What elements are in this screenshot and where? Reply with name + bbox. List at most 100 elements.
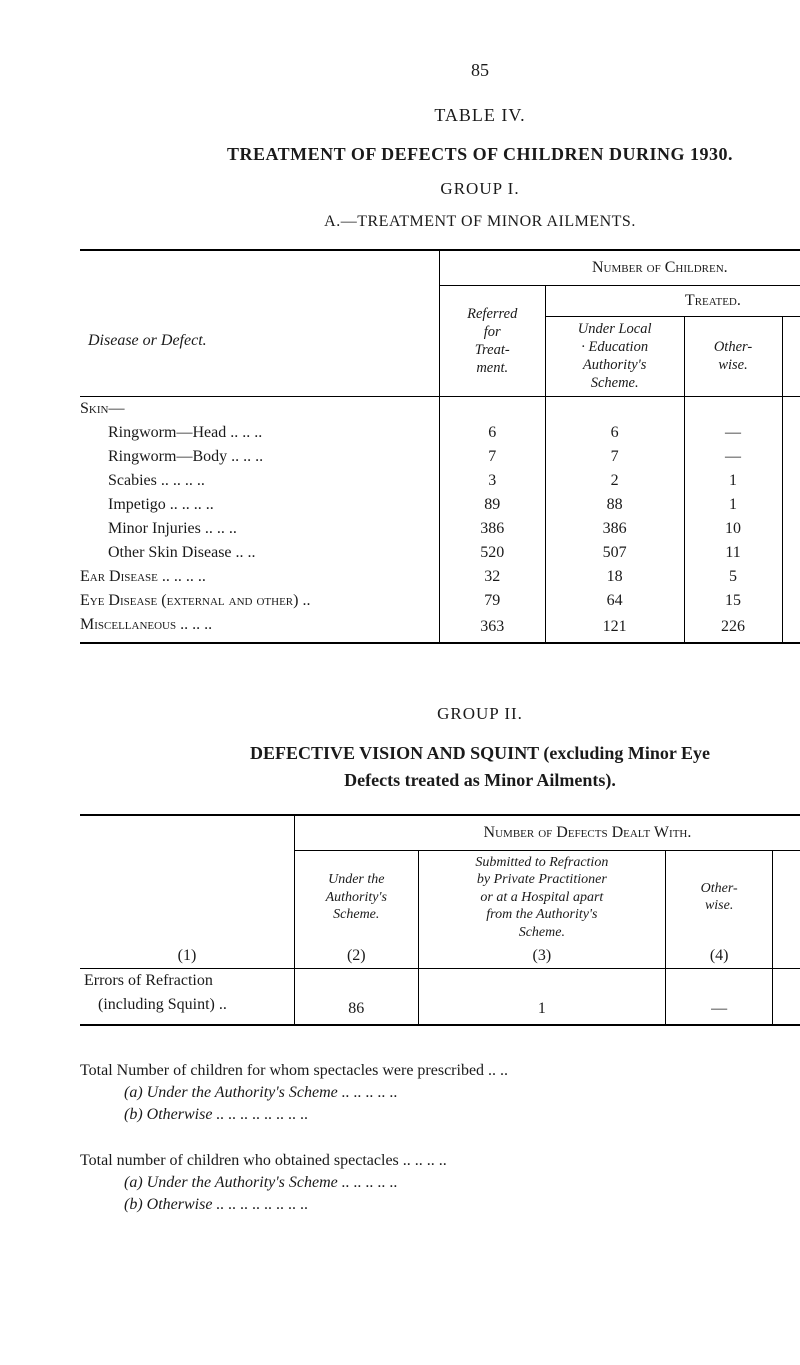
group2-title-b: Defects treated as Minor Ailments). [344, 770, 616, 790]
table-row: (including Squint) .. 86 1 — 87 [80, 993, 800, 1025]
cell: 89 [439, 493, 545, 517]
table-row: Minor Injuries .. .. .. 386 386 10 396 [80, 517, 800, 541]
th-under-authority: Under the Authority's Scheme. [294, 850, 418, 944]
total-subline: (b) Otherwise .. .. .. .. .. .. .. .. 1 [80, 1196, 800, 1214]
cell: 2 [545, 469, 684, 493]
th-under-local-l4: Scheme. [591, 375, 639, 391]
th-under-l1: Under the [328, 872, 384, 887]
row-label: Ear Disease .. .. .. .. [80, 565, 439, 589]
cell: 87 [773, 993, 800, 1025]
cell: 10 [684, 517, 782, 541]
cell: — [684, 445, 782, 469]
group2-label: GROUP II. [80, 704, 800, 724]
th-otherwise-l1: Other- [714, 339, 752, 355]
cell: 32 [439, 565, 545, 589]
th-submitted: Submitted to Refraction by Private Pract… [418, 850, 665, 944]
cell: 1 [418, 993, 665, 1025]
cell: 396 [782, 517, 800, 541]
total-subline: (b) Otherwise .. .. .. .. .. .. .. .. 1 [80, 1106, 800, 1124]
row-label: Impetigo .. .. .. .. [80, 493, 439, 517]
cell-empty [782, 396, 800, 421]
table-row: Errors of Refraction [80, 969, 800, 994]
th-number-of-children: Number of Children. [439, 250, 800, 286]
colnum-3: (3) [418, 944, 665, 969]
sub-a-tag: (a) Under the Authority's Scheme .. .. .… [124, 1084, 398, 1101]
cell: 11 [684, 541, 782, 565]
th-otherwise2-l2: wise. [705, 898, 733, 913]
cell: 520 [439, 541, 545, 565]
cell: 1 [684, 469, 782, 493]
colnum-5: (5) [773, 944, 800, 969]
total-line-text: Total number of children who obtained sp… [80, 1152, 800, 1170]
table-row: Ringworm—Body .. .. .. 7 7 — 7 [80, 445, 800, 469]
th-under-local-l3: Authority's [583, 357, 647, 373]
cell: 64 [545, 589, 684, 613]
total-subline: (a) Under the Authority's Scheme .. .. .… [80, 1084, 800, 1102]
cell: 226 [684, 613, 782, 643]
cell-empty [418, 969, 665, 994]
cell: 121 [545, 613, 684, 643]
cell: 3 [439, 469, 545, 493]
cell: 23 [782, 565, 800, 589]
table-a: Number of Children. Disease or Defect. R… [80, 249, 800, 644]
cell-empty [545, 396, 684, 421]
cell: 79 [439, 589, 545, 613]
cell: 386 [439, 517, 545, 541]
th-disease: Disease or Defect. [80, 286, 439, 397]
th-under-local-l2: · Education [581, 339, 648, 355]
th-submitted-l4: from the Authority's [486, 907, 597, 922]
cell: 86 [294, 993, 418, 1025]
total-subline-text: (b) Otherwise .. .. .. .. .. .. .. .. [80, 1106, 800, 1124]
row-label: Other Skin Disease .. .. [80, 541, 439, 565]
total-line: Total Number of children for whom specta… [80, 1062, 800, 1080]
cell: 386 [545, 517, 684, 541]
th-otherwise2-l1: Other- [701, 881, 738, 896]
section-a-label: A.—TREATMENT OF MINOR AILMENTS. [80, 213, 800, 231]
cell: 3 [782, 469, 800, 493]
sub-b-tag: (b) Otherwise .. .. .. .. .. .. .. .. [124, 1106, 308, 1123]
table-row: Ear Disease .. .. .. .. 32 18 5 23 [80, 565, 800, 589]
cell: 363 [439, 613, 545, 643]
cell: 6 [782, 421, 800, 445]
totals-block: Total Number of children for whom specta… [80, 1062, 800, 1214]
colnum-2: (2) [294, 944, 418, 969]
colnum-4: (4) [666, 944, 773, 969]
colnum-1: (1) [80, 944, 294, 969]
total-subline-text: (b) Otherwise .. .. .. .. .. .. .. .. [80, 1196, 800, 1214]
th-total: Total. [782, 317, 800, 397]
row-label: Miscellaneous .. .. .. [80, 613, 439, 643]
cell: 7 [439, 445, 545, 469]
cell-empty [773, 969, 800, 994]
group1-label: GROUP I. [80, 179, 800, 199]
row-label: Scabies .. .. .. .. [80, 469, 439, 493]
table-row: Other Skin Disease .. .. 520 507 11 518 [80, 541, 800, 565]
th-treated: Treated. [545, 286, 800, 317]
cell: — [666, 993, 773, 1025]
total-subline: (a) Under the Authority's Scheme .. .. .… [80, 1174, 800, 1192]
total-subline-text: (a) Under the Authority's Scheme .. .. .… [80, 1084, 800, 1102]
table-row: Ringworm—Head .. .. .. 6 6 — 6 [80, 421, 800, 445]
table-label: TABLE IV. [80, 105, 800, 126]
table-b: Number of Defects Dealt With. Under the … [80, 814, 800, 1027]
cell-empty [439, 396, 545, 421]
cell: 507 [545, 541, 684, 565]
group2-title: DEFECTIVE VISION AND SQUINT (excluding M… [80, 740, 800, 794]
cell-empty [666, 969, 773, 994]
group2-title-a: DEFECTIVE VISION AND SQUINT (excluding M… [250, 743, 710, 763]
cell-empty [684, 396, 782, 421]
table-row: Miscellaneous .. .. .. 363 121 226 347 [80, 613, 800, 643]
row-skin-heading: Skin— [80, 396, 439, 421]
cell: 7 [545, 445, 684, 469]
th-under-l3: Scheme. [333, 907, 379, 922]
total-subline-text: (a) Under the Authority's Scheme .. .. .… [80, 1174, 800, 1192]
th-otherwise2: Other- wise. [666, 850, 773, 944]
th-referred: Referred for Treat- ment. [439, 286, 545, 397]
cell: 1 [684, 493, 782, 517]
th-referred-l1: Referred [467, 306, 517, 322]
table-row: Scabies .. .. .. .. 3 2 1 3 [80, 469, 800, 493]
row-label: Ringworm—Body .. .. .. [80, 445, 439, 469]
cell: 15 [684, 589, 782, 613]
cell: 18 [545, 565, 684, 589]
cell: 6 [545, 421, 684, 445]
th-referred-l2: for [484, 324, 501, 340]
